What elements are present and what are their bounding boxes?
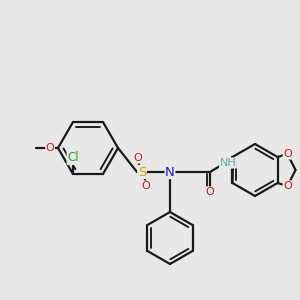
Text: O: O [46,143,54,153]
Text: O: O [283,181,292,191]
Text: S: S [138,166,146,178]
Text: N: N [165,166,175,178]
Text: O: O [206,187,214,197]
Text: O: O [134,153,142,163]
Text: Cl: Cl [67,152,79,164]
Text: O: O [283,149,292,159]
Text: NH: NH [220,158,236,168]
Text: O: O [142,181,150,191]
